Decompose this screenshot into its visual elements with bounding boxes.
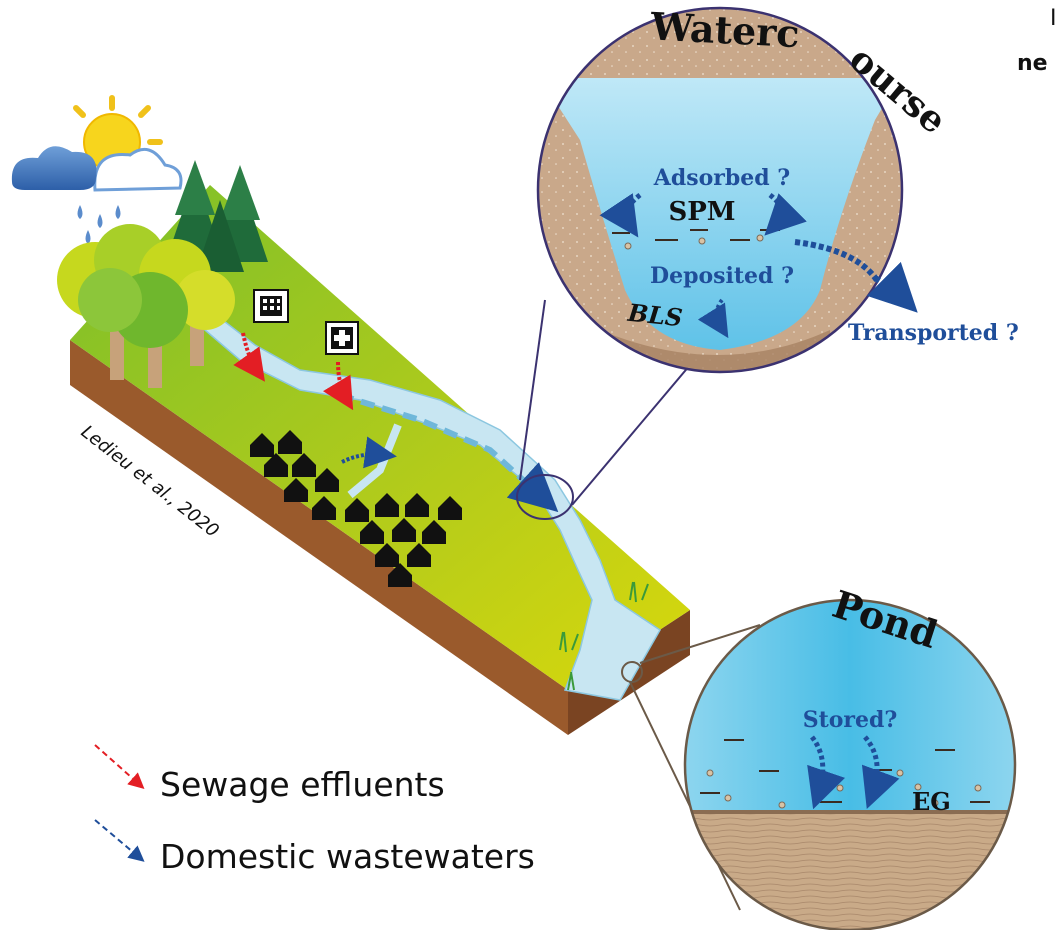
stored-label: Stored? <box>803 707 898 733</box>
house-icon <box>345 498 369 522</box>
watercourse-connector <box>571 364 691 506</box>
house-icon <box>438 496 462 520</box>
house-icon <box>284 478 308 502</box>
watercourse-inset: Waterc ourse Adsorbed ? SPM Deposited ? … <box>536 3 1019 374</box>
river-flow-arrow <box>339 392 559 513</box>
sewage-legend-arrow <box>94 744 145 789</box>
tree-icon <box>57 224 235 348</box>
watercourse-connector <box>519 299 546 481</box>
sewage-legend-label: Sewage effluents <box>160 765 445 804</box>
house-icon <box>292 453 316 477</box>
house-icon <box>407 543 431 567</box>
house-icon <box>375 493 399 517</box>
house-icon <box>405 493 429 517</box>
pond-sediment <box>685 812 1015 930</box>
house-icon <box>315 468 339 492</box>
hospital-icon <box>325 321 359 355</box>
houses <box>250 430 462 587</box>
building-icon <box>253 289 289 323</box>
domestic-legend-arrow <box>94 819 145 862</box>
house-icon <box>388 563 412 587</box>
domestic-legend-label: Domestic wastewaters <box>160 837 535 876</box>
rain-cloud-icon <box>11 146 183 244</box>
eg-label: EG <box>912 787 951 816</box>
sewage-arrow-hospital <box>322 361 354 411</box>
tree-icon <box>196 200 244 272</box>
legend: Sewage effluents Domestic wastewaters <box>94 744 535 876</box>
domestic-arrow <box>341 436 397 469</box>
pond-circle-border <box>683 598 1017 930</box>
house-icon <box>264 453 288 477</box>
house-icon <box>375 543 399 567</box>
watercourse-zoom-origin <box>516 474 574 520</box>
adsorbed-label: Adsorbed ? <box>653 165 790 191</box>
top-right-partial-line1: I <box>1050 6 1057 31</box>
house-icon <box>312 496 336 520</box>
transported-arrow <box>866 261 918 313</box>
bls-label: BLS <box>626 298 684 333</box>
house-icon <box>422 520 446 544</box>
slab-front-face <box>70 340 568 735</box>
pond-zoom-origin <box>621 661 643 683</box>
spm-label: SPM <box>668 197 735 227</box>
deciduous-trees <box>57 224 235 388</box>
house-icon <box>278 430 302 454</box>
watercourse-title-part1: Waterc <box>649 3 801 56</box>
top-right-partial-line2: ne <box>1017 51 1048 76</box>
channel-water <box>540 78 900 350</box>
transported-label: Transported ? <box>848 320 1019 346</box>
deposited-label: Deposited ? <box>650 263 794 289</box>
watercourse-circle-border <box>536 6 904 374</box>
house-icon <box>392 518 416 542</box>
conifer-trees <box>168 160 268 272</box>
grass-tufts <box>559 581 649 691</box>
pond-connector <box>629 681 741 911</box>
house-icon <box>360 520 384 544</box>
house-icon <box>250 433 274 457</box>
pond-connector <box>639 624 761 664</box>
